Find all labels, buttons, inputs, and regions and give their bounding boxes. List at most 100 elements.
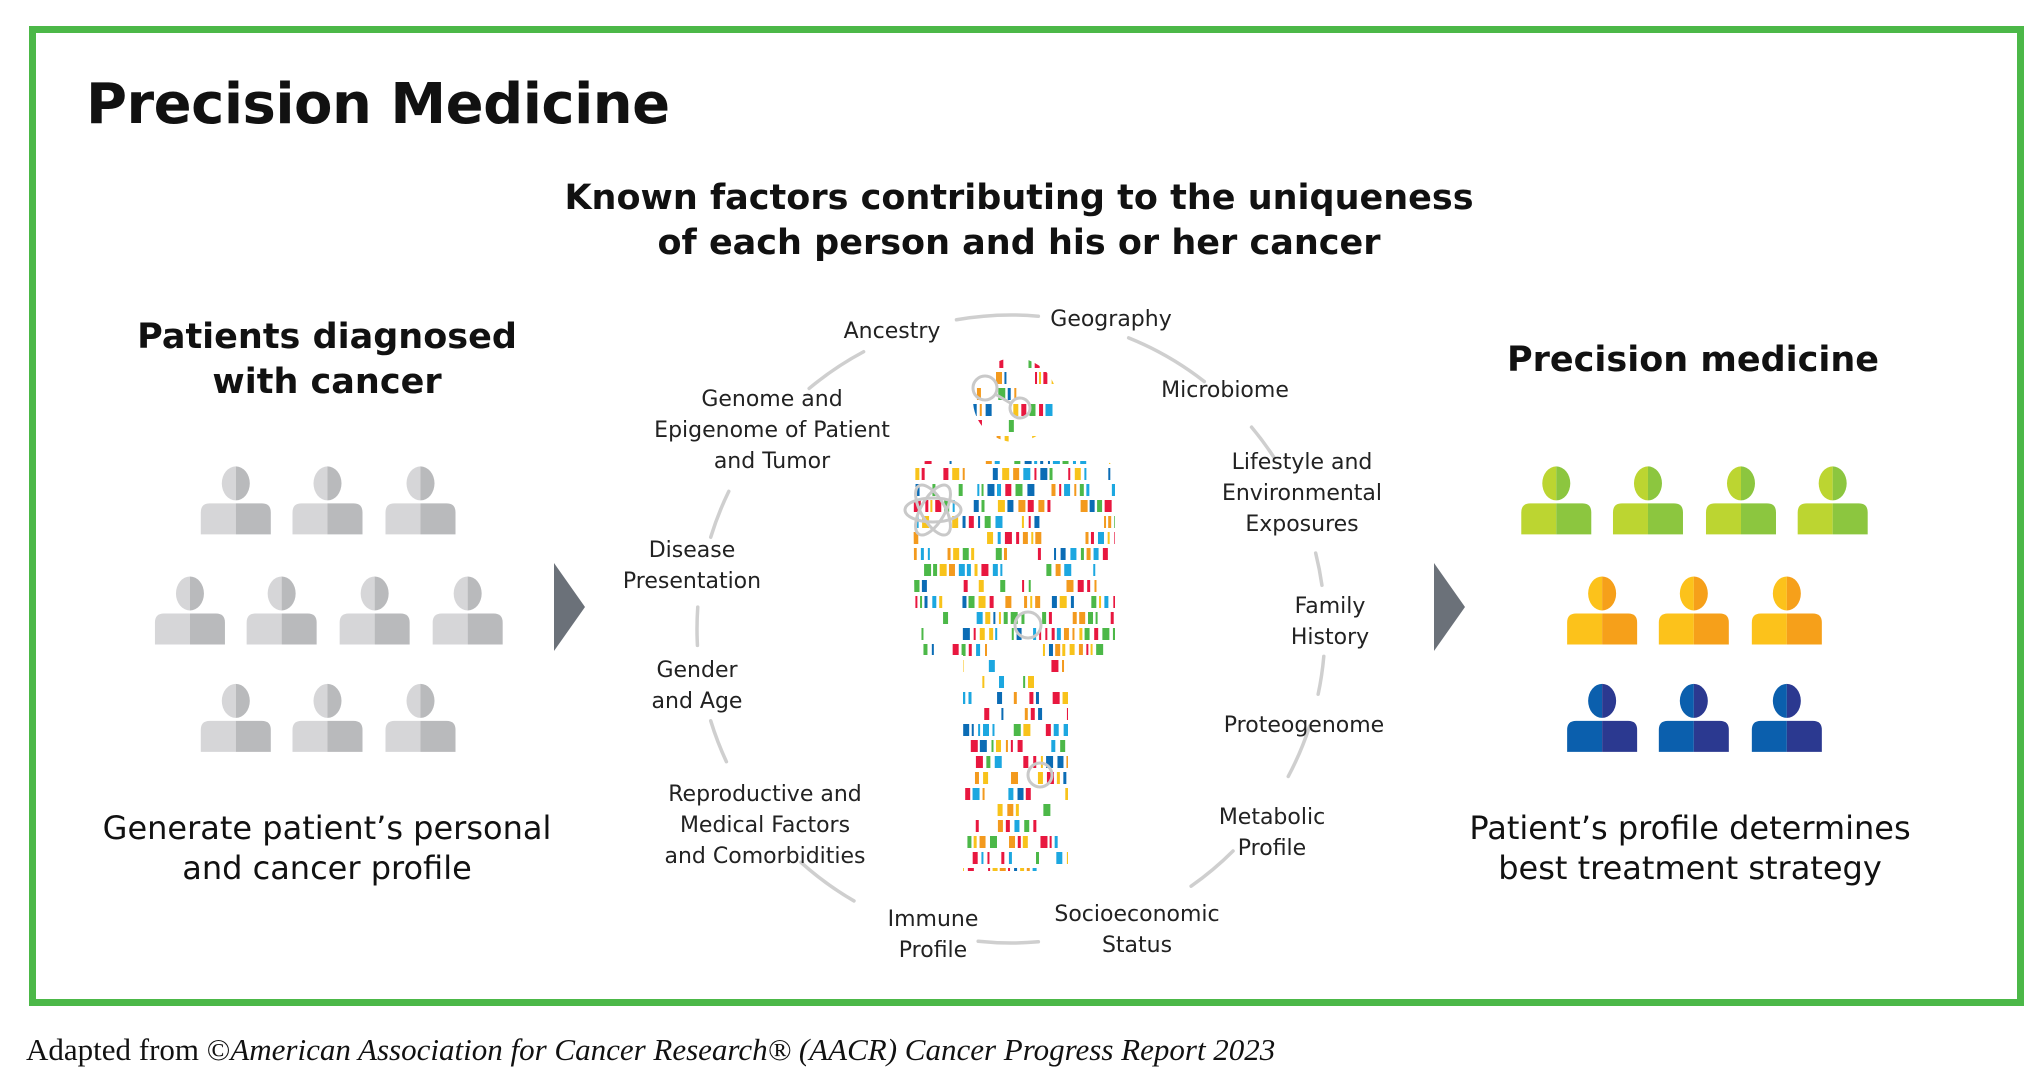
figure-bar — [939, 596, 943, 608]
figure-bar — [968, 692, 972, 704]
figure-bar — [1011, 772, 1019, 784]
patient-icon — [292, 683, 363, 752]
figure-bar — [946, 820, 952, 832]
figure-bar — [1065, 788, 1069, 800]
figure-bar — [962, 548, 969, 560]
figure-bar — [1051, 660, 1059, 672]
figure-bar — [1043, 804, 1051, 816]
figure-bar — [1068, 388, 1076, 400]
treated-patient-icon — [1751, 576, 1822, 645]
figure-bar — [1115, 404, 1117, 416]
figure-bar — [963, 724, 970, 736]
left-heading: Patients diagnosed with cancer — [137, 315, 517, 405]
figure-bar — [994, 452, 1000, 464]
figure-bar — [943, 468, 949, 480]
figure-bar — [992, 564, 998, 576]
label-line: Lifestyle and — [1231, 450, 1373, 475]
figure-bar — [1033, 628, 1037, 640]
figure-bar — [1013, 468, 1020, 480]
figure-bar — [966, 420, 974, 432]
figure-bar — [1114, 868, 1115, 871]
figure-bar — [998, 612, 1001, 624]
figure-bar — [910, 404, 913, 416]
figure-bar — [943, 612, 949, 624]
figure-bar — [930, 756, 933, 768]
figure-bar — [935, 500, 942, 512]
figure-bar — [1097, 404, 1100, 416]
figure-bar — [921, 724, 925, 736]
figure-bar — [1081, 756, 1089, 768]
figure-bar — [1034, 516, 1040, 528]
factor-circle-arc — [954, 313, 1041, 322]
figure-bar — [1045, 404, 1053, 416]
figure-bar — [978, 596, 986, 608]
patient-icon — [292, 466, 363, 535]
figure-bar — [995, 516, 1003, 528]
figure-bar — [1049, 468, 1053, 480]
figure-bar — [920, 596, 923, 608]
figure-bar — [1034, 452, 1038, 464]
figure-bar — [905, 804, 907, 816]
figure-bar — [913, 804, 917, 816]
figure-bar — [928, 724, 931, 736]
figure-bar — [1001, 708, 1004, 720]
figure-bar — [1111, 484, 1115, 496]
source-credit: Adapted from ©American Association for C… — [26, 1032, 1275, 1068]
figure-bar — [1088, 612, 1094, 624]
figure-bar — [976, 612, 983, 624]
figure-bar — [1020, 868, 1025, 871]
figure-bar — [1062, 660, 1065, 672]
treated-patient-icon — [1612, 466, 1683, 535]
figure-bar — [1097, 500, 1103, 512]
figure-bar — [905, 420, 907, 432]
figure-bar — [950, 788, 954, 800]
figure-bar — [1003, 548, 1007, 560]
figure-bar — [1039, 404, 1044, 416]
figure-bar — [961, 644, 966, 656]
right-caption-line: Patient’s profile determines — [1469, 809, 1911, 847]
figure-bar — [965, 788, 971, 800]
figure-bar — [1025, 788, 1031, 800]
figure-bar — [1042, 358, 1045, 368]
figure-bar — [979, 836, 986, 848]
figure-bar — [1116, 500, 1121, 512]
figure-bar — [1015, 484, 1023, 496]
label-line: Exposures — [1245, 512, 1359, 537]
label-line: Profile — [1237, 836, 1307, 861]
figure-bar — [1111, 740, 1115, 752]
figure-bar — [938, 660, 946, 672]
figure-bar — [1066, 580, 1074, 592]
figure-bar — [996, 436, 1001, 448]
figure-bar — [905, 756, 910, 768]
factor-lifestyle: Lifestyle and Environmental Exposures — [1222, 447, 1382, 540]
figure-bar — [952, 516, 959, 528]
figure-bar — [1079, 612, 1086, 624]
figure-bar — [924, 564, 932, 576]
figure-bar — [1004, 436, 1009, 448]
figure-bar — [905, 484, 912, 496]
factor-family-history: Family History — [1291, 591, 1369, 653]
figure-bar — [1069, 676, 1077, 688]
figure-bar — [1068, 468, 1071, 480]
page-title: Precision Medicine — [86, 72, 670, 137]
figure-bar — [913, 580, 920, 592]
figure-bar — [1089, 500, 1095, 512]
figure-bar — [967, 868, 974, 871]
figure-bar — [913, 358, 918, 368]
figure-bar — [1038, 500, 1045, 512]
figure-bar — [905, 660, 908, 672]
figure-bar — [932, 596, 937, 608]
figure-bar — [1062, 644, 1066, 656]
figure-bar — [905, 436, 908, 448]
figure-bar — [1112, 628, 1115, 640]
figure-bar — [1086, 644, 1089, 656]
figure-bar — [1064, 564, 1072, 576]
figure-bar — [1027, 676, 1034, 688]
figure-bar — [905, 772, 912, 784]
figure-bar — [932, 804, 938, 816]
figure-bar — [1051, 596, 1057, 608]
figure-bar — [949, 660, 953, 672]
figure-bar — [1113, 852, 1115, 864]
figure-bar — [905, 356, 910, 368]
figure-bar — [1077, 580, 1084, 592]
